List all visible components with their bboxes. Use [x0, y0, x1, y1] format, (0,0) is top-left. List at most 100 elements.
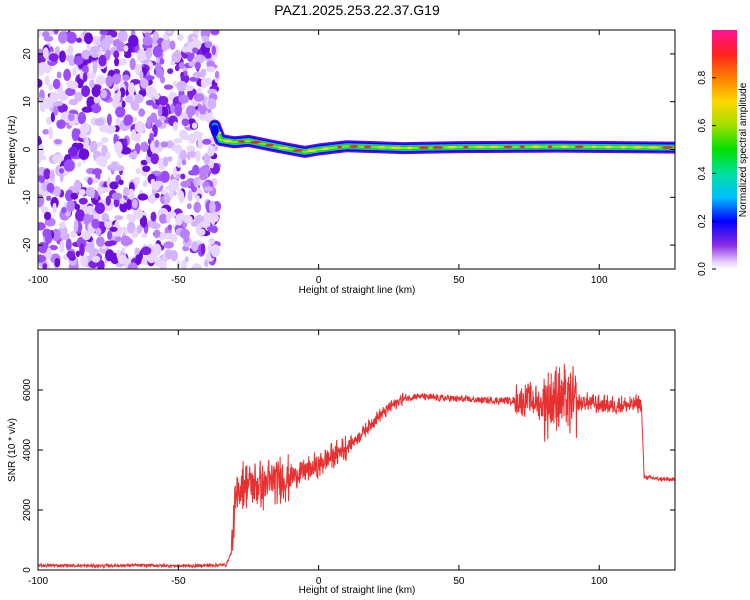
- noise-blob: [185, 84, 194, 92]
- noise-blob: [76, 37, 82, 43]
- ridge-peak: [390, 146, 402, 150]
- noise-blob: [56, 71, 62, 79]
- ridge-peak: [337, 145, 343, 149]
- noise-blob: [208, 237, 215, 245]
- ridge-peak: [378, 146, 386, 149]
- ridge-peak: [278, 146, 289, 150]
- noise-blob: [59, 232, 70, 241]
- noise-blob: [116, 41, 126, 52]
- noise-blob: [41, 31, 50, 38]
- noise-blob: [151, 243, 162, 256]
- noise-blob: [150, 112, 158, 124]
- noise-blob: [56, 119, 66, 129]
- noise-blob: [154, 193, 160, 199]
- noise-blob: [65, 53, 74, 63]
- noise-blob: [169, 250, 177, 256]
- noise-blob: [94, 202, 105, 214]
- noise-blob: [154, 139, 160, 148]
- noise-blob: [38, 78, 43, 88]
- noise-blob: [167, 211, 177, 218]
- y-tick-label: -10: [22, 190, 33, 205]
- x-tick-label: 50: [453, 576, 465, 587]
- ridge-peak: [349, 145, 359, 148]
- noise-blob: [49, 169, 55, 182]
- noise-blob: [127, 188, 135, 200]
- noise-blob: [51, 228, 61, 241]
- noise-blob: [204, 259, 209, 268]
- noise-blob: [119, 201, 128, 213]
- x-tick-label: 50: [453, 275, 465, 286]
- noise-blob: [136, 224, 143, 234]
- noise-blob: [159, 170, 170, 183]
- ridge-peak: [322, 147, 329, 150]
- noise-blob: [191, 122, 198, 129]
- noise-blob: [173, 138, 183, 144]
- noise-blob: [154, 257, 163, 268]
- noise-blob: [200, 243, 206, 255]
- noise-blob: [174, 64, 180, 72]
- noise-blob: [204, 40, 213, 49]
- y-tick-label: 4000: [22, 438, 33, 461]
- noise-blob: [67, 112, 75, 122]
- noise-blob: [38, 254, 47, 263]
- noise-blob: [127, 221, 136, 233]
- noise-blob: [163, 84, 174, 90]
- noise-blob: [48, 83, 54, 90]
- noise-blob: [184, 256, 189, 263]
- noise-blob: [74, 203, 81, 211]
- noise-blob: [38, 61, 48, 71]
- noise-blob: [124, 52, 132, 59]
- noise-blob: [145, 47, 153, 59]
- noise-blob: [123, 45, 129, 52]
- noise-blob: [178, 94, 190, 104]
- noise-blob: [46, 182, 55, 193]
- noise-blob: [140, 141, 149, 152]
- noise-blob: [128, 34, 139, 48]
- y-tick-label: 0: [22, 567, 33, 573]
- noise-blob: [194, 61, 201, 70]
- noise-blob: [210, 244, 221, 258]
- noise-blob: [118, 179, 124, 185]
- noise-blob: [191, 263, 202, 269]
- ridge-peak: [547, 145, 553, 148]
- noise-blob: [120, 235, 131, 247]
- noise-blob: [132, 198, 138, 209]
- noise-blob: [83, 213, 91, 226]
- noise-blob: [177, 33, 184, 41]
- noise-blob: [132, 150, 138, 160]
- noise-blob: [94, 118, 105, 126]
- noise-blob: [75, 142, 84, 150]
- noise-blob: [150, 153, 160, 165]
- noise-blob: [58, 168, 65, 174]
- noise-blob: [97, 259, 105, 269]
- noise-blob: [142, 180, 148, 188]
- noise-blob: [182, 133, 190, 141]
- ridge-onset: [210, 124, 219, 137]
- noise-blob: [162, 156, 169, 167]
- noise-blob: [71, 128, 80, 142]
- noise-blob: [207, 144, 215, 157]
- noise-blob: [180, 173, 186, 180]
- noise-blob: [208, 201, 216, 214]
- noise-blob: [167, 224, 172, 231]
- noise-blob: [121, 226, 128, 233]
- noise-blob: [104, 240, 114, 247]
- ridge-peak: [265, 143, 274, 147]
- noise-blob: [96, 141, 104, 148]
- noise-blob: [139, 215, 148, 228]
- noise-blob: [150, 211, 157, 222]
- noise-blob: [172, 121, 178, 132]
- noise-blob: [113, 84, 118, 92]
- noise-blob: [127, 82, 136, 95]
- noise-blob: [52, 78, 61, 90]
- ridge-peak: [418, 146, 429, 149]
- noise-blob: [75, 209, 85, 222]
- noise-blob: [169, 40, 176, 50]
- x-tick-label: 0: [316, 576, 322, 587]
- noise-blob: [176, 260, 181, 268]
- noise-blob: [77, 111, 87, 125]
- x-tick-label: -100: [28, 576, 48, 587]
- y-tick-label: 6000: [22, 378, 33, 401]
- noise-blob: [77, 161, 82, 168]
